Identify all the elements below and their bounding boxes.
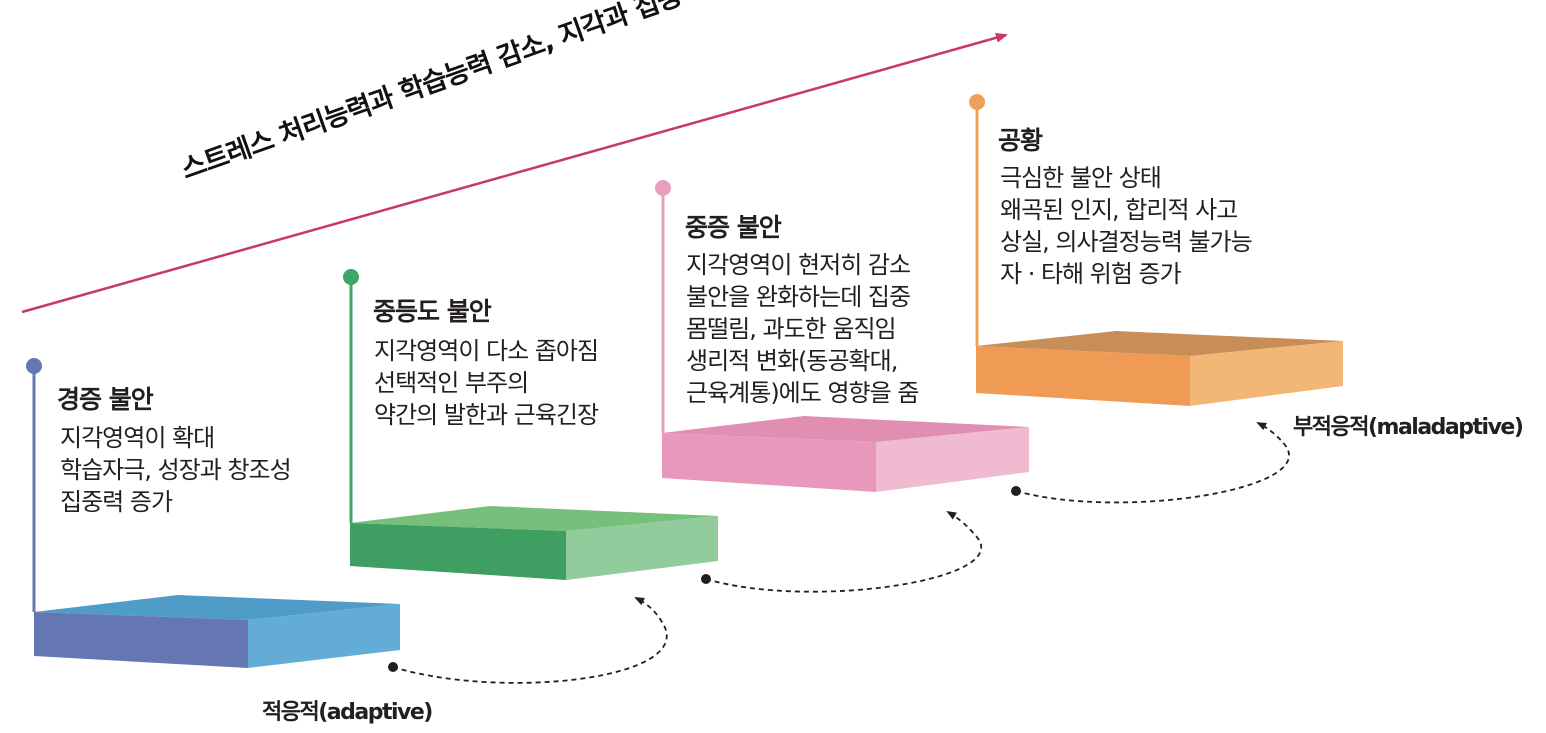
desc-line: 지각영역이 현저히 감소 [686,251,911,279]
desc-line: 불안을 완화하는데 집중 [686,283,911,311]
desc-line: 근육계통)에도 영향을 줌 [686,379,919,407]
stage-title-moderate: 중등도 불안 [373,297,492,326]
pin-panic [969,94,985,346]
pin-mild [26,358,42,612]
stage-title-panic: 공황 [998,126,1043,155]
platform-severe [662,416,1029,492]
desc-line: 선택적인 부주의 [374,369,529,397]
stage-title-severe: 중증 불안 [685,213,782,242]
desc-line: 생리적 변화(동공확대, [686,347,898,375]
desc-line: 극심한 불안 상태 [1000,164,1162,192]
maladaptive-label: 부적응적(maladaptive) [1293,415,1524,440]
adaptive-label: 적응적(adaptive) [262,700,433,725]
desc-line: 집중력 증가 [60,488,173,516]
desc-line: 자 · 타해 위험 증가 [1000,260,1182,288]
stage-title-mild: 경증 불안 [57,385,154,414]
pin-severe [655,180,671,433]
desc-line: 지각영역이 다소 좁아짐 [374,337,599,365]
stage-desc-mild: 지각영역이 확대 학습자극, 성장과 창조성 집중력 증가 [60,422,292,518]
desc-line: 학습자극, 성장과 창조성 [60,456,292,484]
platform-panic [976,331,1343,406]
platform-mild [34,595,400,668]
dashed-arrow-1 [388,597,668,684]
desc-line: 약간의 발한과 근육긴장 [374,401,599,429]
desc-line: 몸떨림, 과도한 움직임 [686,315,897,343]
stage-desc-moderate: 지각영역이 다소 좁아짐 선택적인 부주의 약간의 발한과 근육긴장 [374,335,599,431]
pin-moderate [343,269,359,523]
desc-line: 지각영역이 확대 [60,424,215,452]
stage-desc-severe: 지각영역이 현저히 감소 불안을 완화하는데 집중 몸떨림, 과도한 움직임 생… [686,249,919,409]
trend-arrow [21,32,1008,314]
platform-moderate [350,506,718,580]
stage-desc-panic: 극심한 불안 상태 왜곡된 인지, 합리적 사고 상실, 의사결정능력 불가능 … [1000,162,1253,290]
dashed-arrow-3 [1011,422,1290,504]
desc-line: 상실, 의사결정능력 불가능 [1000,228,1253,256]
desc-line: 왜곡된 인지, 합리적 사고 [1000,196,1238,224]
dashed-arrow-2 [701,510,983,593]
